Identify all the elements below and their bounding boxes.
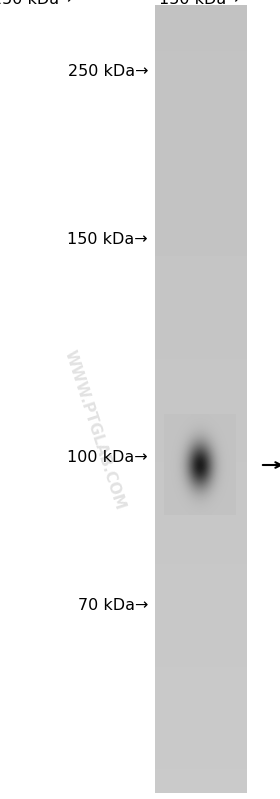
Text: 150 kDa→: 150 kDa→	[159, 0, 240, 7]
Text: 150 kDa→: 150 kDa→	[67, 233, 148, 248]
Text: 250 kDa→: 250 kDa→	[0, 0, 72, 7]
Text: WWW.PTGLAB.COM: WWW.PTGLAB.COM	[62, 348, 128, 511]
Text: 70 kDa→: 70 kDa→	[78, 598, 148, 614]
Text: 250 kDa→: 250 kDa→	[67, 65, 148, 79]
Text: 100 kDa→: 100 kDa→	[67, 451, 148, 466]
